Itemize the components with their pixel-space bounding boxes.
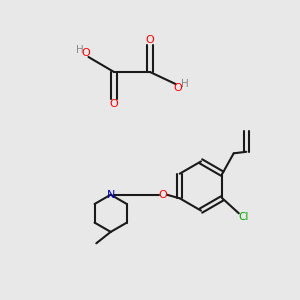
Text: Cl: Cl <box>238 212 248 222</box>
Text: N: N <box>106 190 115 200</box>
Text: O: O <box>173 83 182 93</box>
Text: H: H <box>76 45 83 55</box>
Text: H: H <box>181 79 188 89</box>
Text: O: O <box>110 99 118 110</box>
Text: O: O <box>146 34 154 45</box>
Text: O: O <box>159 190 168 200</box>
Text: O: O <box>82 48 91 59</box>
